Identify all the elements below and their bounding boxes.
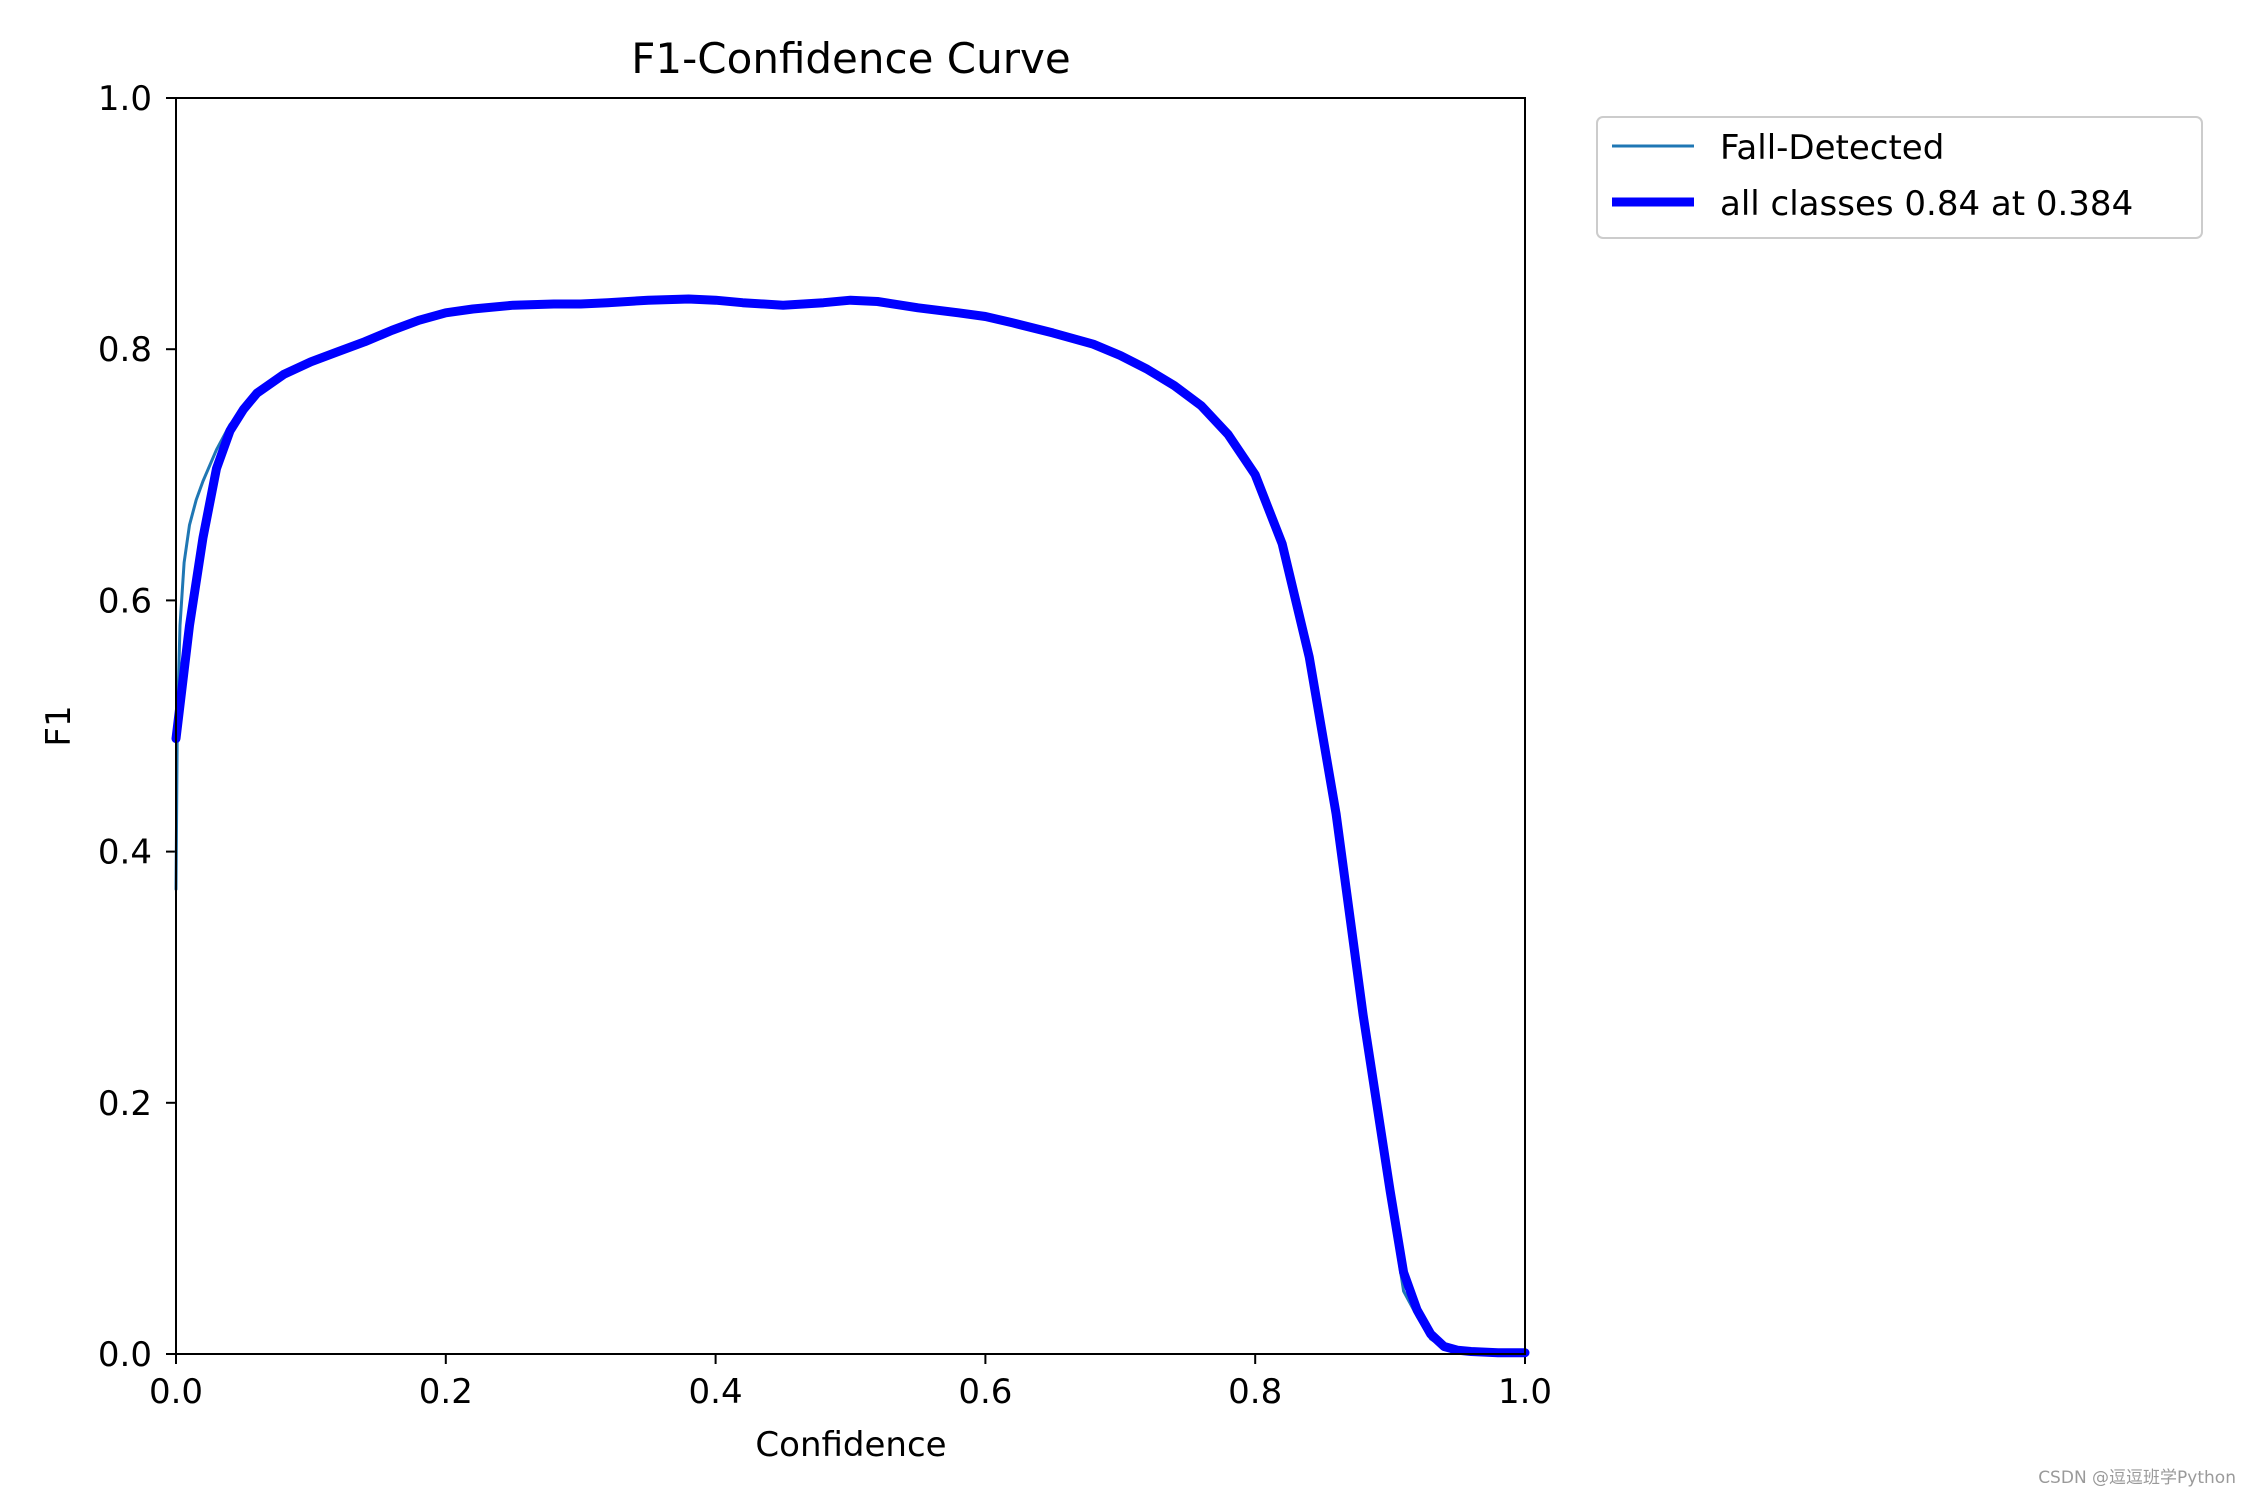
y-tick-label: 1.0 bbox=[98, 79, 152, 119]
y-tick-label: 0.8 bbox=[98, 330, 152, 370]
y-tick-label: 0.2 bbox=[98, 1084, 152, 1124]
legend-label-fall-detected: Fall-Detected bbox=[1720, 128, 1944, 168]
legend-box bbox=[1596, 116, 2203, 239]
series-line-all-classes bbox=[171, 294, 1530, 1358]
plot-lines bbox=[171, 294, 1530, 1358]
x-tick-label: 0.4 bbox=[689, 1372, 743, 1412]
plot-frame bbox=[175, 97, 1526, 1355]
axis-ticks: 0.0 0.2 0.4 0.6 0.8 1.0 0.0 0.2 0.4 0.6 0.8 1.0 bbox=[98, 79, 1552, 1412]
y-tick-label: 0.4 bbox=[98, 833, 152, 873]
x-tick-label: 0.6 bbox=[958, 1372, 1012, 1412]
y-tick-label: 0.6 bbox=[98, 581, 152, 621]
x-axis-label: Confidence bbox=[755, 1425, 946, 1465]
legend: Fall-Detected all classes 0.84 at 0.384 bbox=[1596, 116, 2203, 239]
chart-title: F1-Confidence Curve bbox=[631, 34, 1070, 83]
x-tick-label: 0.8 bbox=[1228, 1372, 1282, 1412]
y-axis-label: F1 bbox=[39, 705, 79, 746]
x-tick-label: 1.0 bbox=[1498, 1372, 1552, 1412]
x-tick-label: 0.2 bbox=[419, 1372, 473, 1412]
watermark: CSDN @逗逗班学Python bbox=[2038, 1468, 2236, 1488]
x-tick-label: 0.0 bbox=[149, 1372, 203, 1412]
legend-label-all-classes: all classes 0.84 at 0.384 bbox=[1720, 184, 2133, 224]
y-tick-label: 0.0 bbox=[98, 1335, 152, 1375]
